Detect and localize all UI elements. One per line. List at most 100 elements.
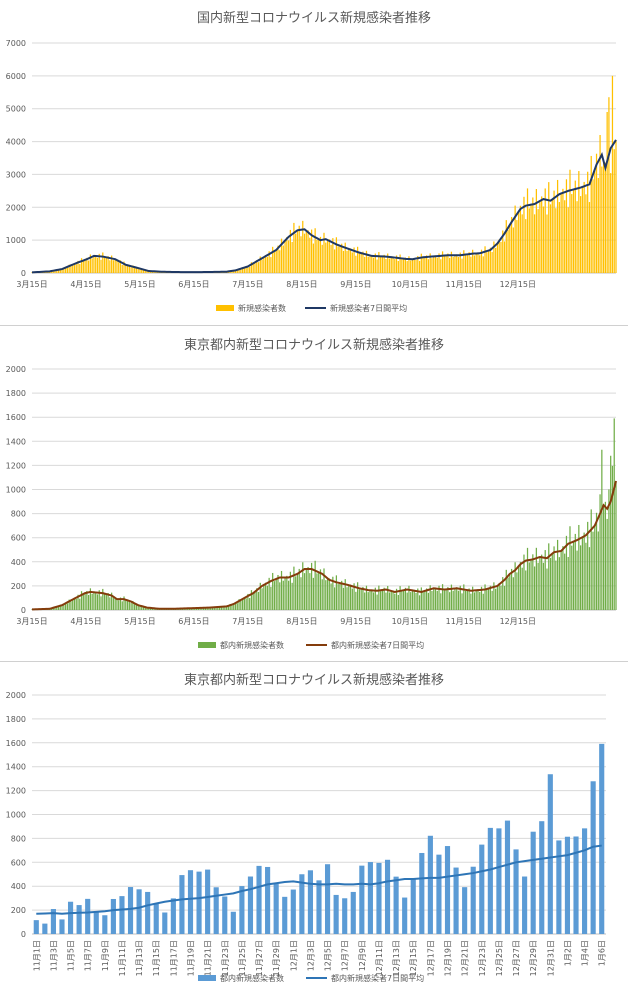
bar	[63, 604, 65, 610]
bar	[565, 179, 568, 273]
bar	[316, 880, 322, 934]
bar	[475, 590, 477, 610]
bar	[68, 599, 70, 610]
average-line	[31, 480, 617, 611]
bar	[364, 592, 366, 610]
x-tick-label: 11月23日	[221, 940, 230, 976]
bar	[153, 903, 159, 934]
bar	[197, 608, 199, 610]
bar	[348, 585, 350, 610]
bar	[438, 585, 440, 610]
bar	[392, 256, 394, 273]
bar	[436, 590, 438, 610]
bar	[136, 889, 142, 934]
bar	[245, 267, 247, 273]
bar	[509, 224, 511, 273]
bar	[61, 605, 63, 610]
bar	[284, 577, 286, 610]
bar	[67, 901, 74, 934]
bar	[132, 265, 134, 273]
bar	[393, 876, 399, 934]
bar	[525, 570, 527, 610]
x-tick-label: 12月31日	[546, 940, 555, 976]
bar	[56, 606, 58, 610]
bar	[89, 588, 92, 610]
bar	[82, 594, 84, 610]
bar	[371, 589, 373, 610]
bar	[196, 871, 202, 934]
bar	[464, 590, 467, 610]
bar	[604, 501, 607, 610]
bar	[59, 919, 65, 934]
bar	[599, 743, 605, 934]
bar	[521, 567, 523, 610]
bar	[519, 205, 522, 273]
bar	[141, 605, 143, 610]
y-tick-label: 600	[11, 858, 26, 867]
bar	[613, 418, 615, 610]
bar	[264, 582, 267, 610]
x-tick-label: 12月29日	[529, 940, 538, 976]
bar	[141, 268, 143, 273]
bar	[33, 920, 39, 934]
bar	[88, 260, 90, 273]
bar	[351, 252, 353, 273]
y-axis: 0 200 400 600 800 1000 1200 1400 1600 1800 2000	[6, 691, 26, 939]
bar	[335, 575, 338, 610]
bar	[243, 267, 245, 273]
bar	[530, 204, 532, 273]
bar	[463, 250, 465, 273]
chart-title: 東京都内新型コロナウイルス新規感染者推移	[184, 672, 444, 688]
bar	[330, 244, 332, 273]
bar	[114, 259, 116, 273]
bar	[530, 831, 536, 934]
bar	[464, 255, 467, 273]
bar	[272, 572, 274, 610]
bar	[450, 584, 453, 610]
x-tick-label: 8月15日	[286, 617, 317, 626]
bar	[234, 602, 237, 610]
x-tick-label: 3月15日	[16, 280, 47, 289]
bar	[287, 580, 290, 610]
bar	[449, 257, 451, 273]
bar	[587, 521, 589, 610]
bar	[268, 251, 270, 273]
x-tick-label: 5月15日	[124, 280, 155, 289]
y-tick-label: 6000	[6, 72, 26, 81]
bar	[466, 254, 468, 273]
bar	[314, 228, 316, 273]
bar	[549, 204, 552, 273]
bar	[424, 590, 426, 610]
bar	[353, 583, 355, 610]
bar	[548, 182, 550, 273]
bar	[495, 247, 497, 273]
bar	[88, 594, 90, 610]
bar	[102, 252, 104, 273]
bar	[385, 592, 387, 610]
bar	[318, 239, 320, 273]
bar	[272, 246, 274, 273]
bar	[91, 593, 93, 610]
bar	[72, 264, 74, 273]
bar	[579, 196, 582, 273]
bar	[151, 271, 153, 273]
bar	[80, 591, 83, 610]
bar	[440, 259, 442, 273]
bar	[357, 582, 359, 610]
bar	[355, 255, 357, 273]
bar	[546, 214, 548, 273]
bar	[279, 250, 281, 273]
bar	[145, 891, 151, 934]
x-tick-label: 4月15日	[70, 617, 101, 626]
bar	[420, 253, 422, 273]
bar	[427, 835, 433, 934]
bar	[319, 569, 322, 610]
bar	[558, 202, 560, 273]
bar	[84, 593, 86, 610]
bar	[397, 260, 399, 273]
bar	[109, 597, 111, 610]
legend-swatch-bar	[198, 975, 216, 981]
bar	[468, 588, 470, 610]
bar	[450, 251, 453, 273]
bar	[319, 236, 322, 273]
